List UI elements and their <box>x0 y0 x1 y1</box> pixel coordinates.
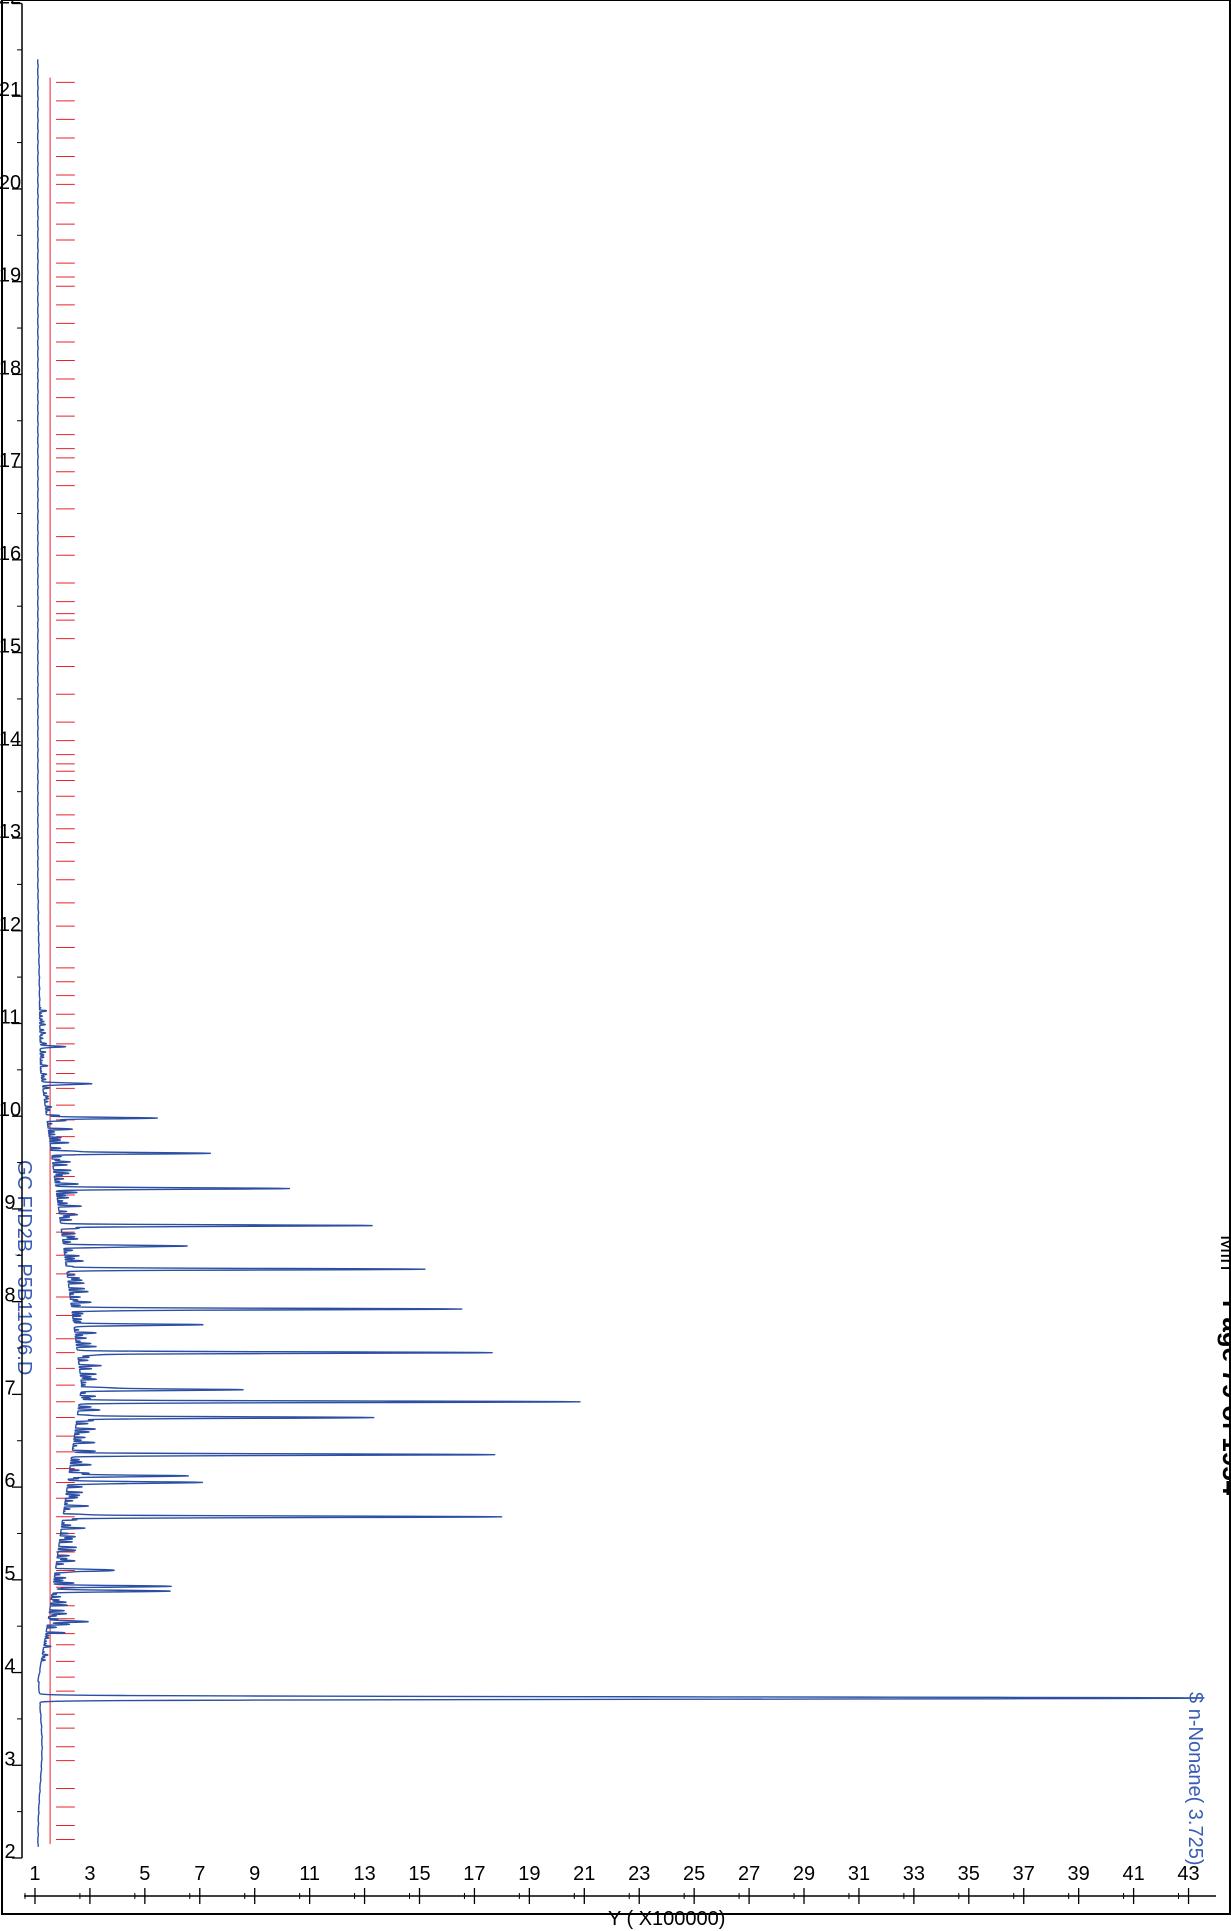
red-marker-series <box>49 77 75 1845</box>
y-tick-label: 17 <box>463 1863 485 1885</box>
y-tick-label: 41 <box>1122 1863 1144 1885</box>
peak-label-n-nonane: $ n-Nonane( 3.725) <box>1184 1692 1206 1865</box>
x-tick-label: 13 <box>0 821 21 843</box>
y-tick-label: 5 <box>139 1863 150 1885</box>
y-tick-label: 3 <box>84 1863 95 1885</box>
y-tick-label: 37 <box>1013 1863 1035 1885</box>
y-axis: 1 3 5 7 9 11 13 15 17 19 21 23 25 27 29 31 33 35 37 39 41 43 <box>24 1863 1216 1904</box>
y-tick-label: 43 <box>1177 1863 1199 1885</box>
x-tick-label: 6 <box>4 1470 15 1492</box>
x-tick-label: 3 <box>4 1748 15 1770</box>
y-axis-label: Y ( X100000) <box>608 1908 726 1930</box>
x-tick-label: 12 <box>0 914 21 936</box>
y-tick-label: 11 <box>299 1863 320 1885</box>
x-tick-label: 5 <box>4 1563 15 1585</box>
x-tick-label: 8 <box>4 1285 15 1307</box>
y-tick-label: 39 <box>1068 1863 1090 1885</box>
y-tick-label: 33 <box>903 1863 925 1885</box>
x-tick-label: 17 <box>0 450 21 472</box>
y-tick-label: 15 <box>408 1863 430 1885</box>
x-tick-label: 2 <box>4 1841 15 1863</box>
y-tick-label: 21 <box>573 1863 595 1885</box>
x-tick-label: 18 <box>0 357 21 379</box>
y-tick-label: 25 <box>683 1863 705 1885</box>
y-tick-label: 35 <box>958 1863 980 1885</box>
y-tick-label: 31 <box>848 1863 870 1885</box>
y-tick-label: 29 <box>793 1863 815 1885</box>
chart-title: GC FID2B, P5B11006.D <box>13 1160 35 1375</box>
x-axis: 2 3 4 5 6 7 8 9 10 11 12 13 14 15 16 17 18 19 20 21 22 <box>0 0 23 1863</box>
x-tick-label: 21 <box>0 79 21 101</box>
x-tick-label: 16 <box>0 543 21 565</box>
y-tick-label: 1 <box>29 1863 40 1885</box>
y-tick-label: 27 <box>738 1863 760 1885</box>
x-tick-label: 19 <box>0 265 21 287</box>
y-tick-label: 9 <box>249 1863 260 1885</box>
x-tick-label: 15 <box>0 636 21 658</box>
x-tick-label: 4 <box>4 1656 15 1678</box>
y-tick-label: 13 <box>353 1863 375 1885</box>
y-tick-label: 19 <box>518 1863 540 1885</box>
y-tick-label: 23 <box>628 1863 650 1885</box>
x-tick-label: 20 <box>0 172 21 194</box>
footer-text: Page 79 of 1954 <box>1217 1300 1231 1496</box>
x-tick-label: 11 <box>0 1006 20 1028</box>
x-tick-label: 14 <box>0 728 21 750</box>
x-tick-label: 10 <box>0 1099 21 1121</box>
x-axis-unit: Min <box>1216 1235 1231 1270</box>
x-tick-label: 22 <box>0 0 21 9</box>
x-tick-label: 7 <box>4 1377 15 1399</box>
fid-trace <box>37 58 1205 1848</box>
y-tick-label: 7 <box>194 1863 205 1885</box>
x-tick-label: 9 <box>4 1192 15 1214</box>
